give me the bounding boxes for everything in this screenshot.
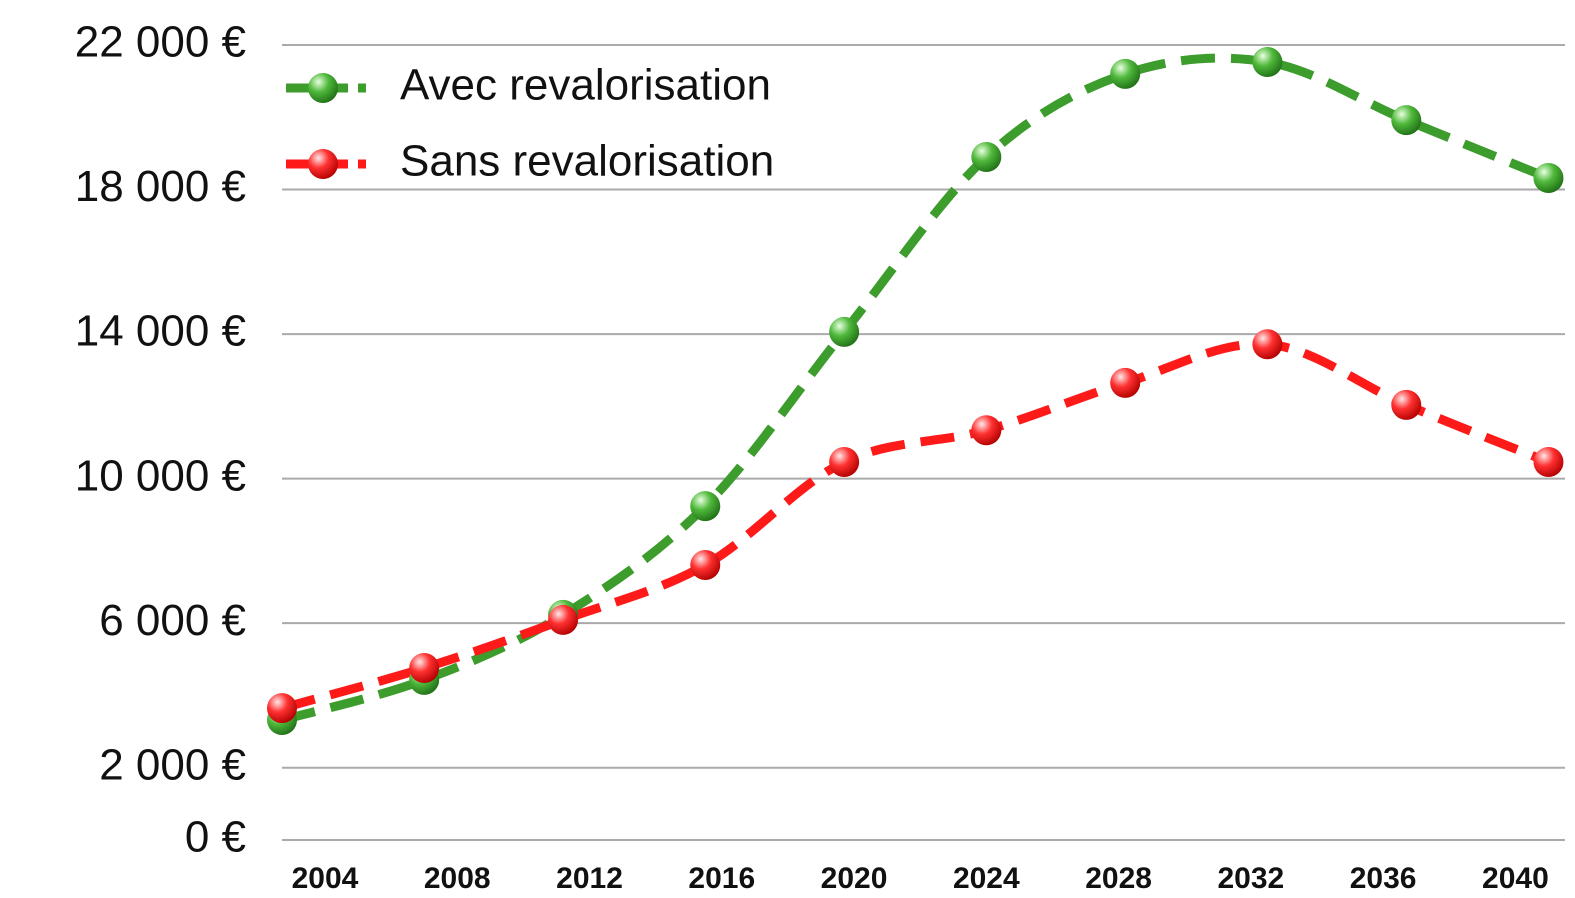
series-line [280,339,1551,713]
data-point [1252,329,1283,360]
y-tick-label: 0 € [185,813,246,862]
x-tick-label: 2040 [1482,862,1549,895]
x-tick-label: 2008 [424,862,491,895]
data-point [690,550,721,581]
legend-marker [308,73,338,103]
x-tick-label: 2032 [1217,862,1284,895]
legend-label: Avec revalorisation [400,61,771,110]
y-tick-label: 18 000 € [75,162,246,211]
x-tick-label: 2016 [688,862,755,895]
x-tick-label: 2028 [1085,862,1152,895]
data-point [1252,46,1283,77]
data-point [1533,447,1564,478]
legend-label: Sans revalorisation [400,137,774,186]
legend-marker [308,149,338,179]
x-tick-label: 2004 [292,862,359,895]
data-point [690,491,721,522]
data-point [971,142,1002,173]
data-point [829,447,860,478]
data-point [1391,389,1422,420]
x-tick-label: 2036 [1350,862,1417,895]
y-tick-label: 2 000 € [99,740,246,789]
y-tick-label: 22 000 € [75,18,246,67]
data-point [1391,105,1422,136]
data-point [971,415,1002,446]
y-tick-label: 14 000 € [75,307,246,356]
y-tick-label: 10 000 € [75,451,246,500]
x-tick-label: 2012 [556,862,623,895]
data-point [1110,367,1141,398]
data-point [548,604,579,635]
x-tick-label: 2024 [953,862,1020,895]
data-point [409,652,440,683]
data-point [1110,58,1141,89]
data-point [829,316,860,347]
data-point [267,693,297,724]
data-point [1533,162,1564,193]
x-tick-label: 2020 [821,862,888,895]
y-tick-label: 6 000 € [99,596,246,645]
